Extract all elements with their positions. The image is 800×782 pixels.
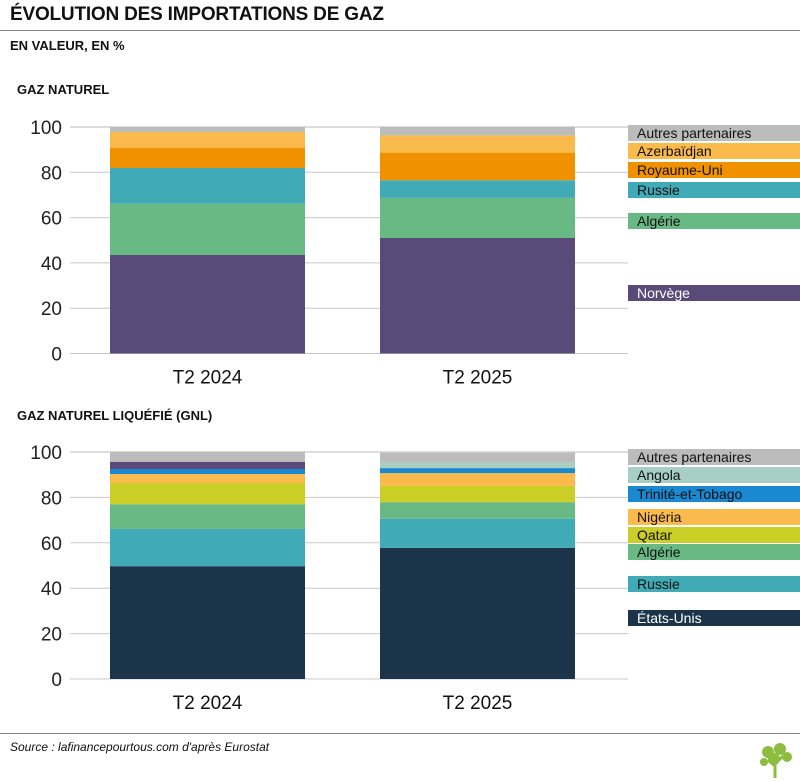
bar-segment-azerbaïdjan	[380, 135, 575, 153]
bar-segment-autres-partenaires	[110, 452, 305, 462]
bar-segment-algérie	[380, 197, 575, 238]
bar-segment-autres-partenaires	[110, 127, 305, 132]
legend-item: Algérie	[628, 544, 800, 560]
x-tick-label: T2 2025	[443, 368, 513, 389]
bar-segment-norvège	[110, 254, 305, 354]
legend-item: Russie	[628, 576, 800, 592]
chart-gaz-naturel: 0 20 40 60 80 100 T2 2024 T2 2025	[30, 118, 628, 389]
y-tick-label: 0	[51, 345, 62, 366]
bar-segment-trinité-et-tobago	[380, 468, 575, 474]
y-tick-label: 40	[41, 579, 62, 600]
y-tick-label: 60	[41, 209, 62, 230]
bar-segment-angola	[380, 462, 575, 469]
y-tick-label: 20	[41, 299, 62, 320]
y-tick-label: 100	[30, 443, 62, 464]
y-tick-label: 40	[41, 254, 62, 275]
source-note: Source : lafinancepourtous.com d'après E…	[10, 740, 270, 754]
divider	[0, 30, 800, 31]
subtitle: EN VALEUR, EN %	[10, 38, 125, 53]
bar-segment-russie	[380, 518, 575, 548]
legend-item: Trinité-et-Tobago	[628, 486, 800, 502]
legend-item: Russie	[628, 182, 800, 198]
y-tick-label: 80	[41, 488, 62, 509]
bar-segment-azerbaïdjan	[110, 131, 305, 148]
tree-logo-icon	[760, 743, 792, 778]
legend-item: Autres partenaires	[628, 125, 800, 141]
bar-segment-algérie	[380, 502, 575, 519]
bar-segment-états-unis	[110, 566, 305, 679]
y-tick-label: 20	[41, 625, 62, 646]
divider	[0, 733, 800, 734]
legend-item: États-Unis	[628, 610, 800, 626]
legend-item: Angola	[628, 467, 800, 483]
bar-segment-royaume-uni	[110, 147, 305, 168]
bar-segment-trinité-et-tobago	[110, 469, 305, 475]
bar-segment-nigéria	[110, 474, 305, 484]
x-tick-label: T2 2025	[443, 693, 513, 714]
bar-segment-qatar	[110, 483, 305, 505]
legend-item: Nigéria	[628, 509, 800, 525]
chart-gnl: 0 20 40 60 80 100 T2 2024 T2 2025	[30, 443, 628, 714]
page-title: ÉVOLUTION DES IMPORTATIONS DE GAZ	[10, 4, 384, 25]
bar-segment-royaume-uni	[380, 152, 575, 181]
legend-item: Norvège	[628, 285, 800, 301]
legend-item: Autres partenaires	[628, 449, 800, 465]
y-tick-label: 60	[41, 534, 62, 555]
bar-segment-nigéria	[380, 473, 575, 486]
bar-segment-qatar	[380, 485, 575, 503]
bar-segment-autres-partenaires	[380, 452, 575, 463]
legend-item: Royaume-Uni	[628, 162, 800, 178]
bar-segment-russie	[380, 180, 575, 198]
bar-segment-russie	[110, 167, 305, 204]
bar-segment-other	[110, 461, 305, 470]
legend-item: Azerbaïdjan	[628, 143, 800, 159]
bar-segment-autres-partenaires	[380, 127, 575, 136]
legend-item: Algérie	[628, 213, 800, 229]
y-tick-label: 80	[41, 163, 62, 184]
bar-segment-norvège	[380, 237, 575, 354]
y-tick-label: 100	[30, 118, 62, 139]
x-tick-label: T2 2024	[173, 693, 243, 714]
chart-title-gnl: GAZ NATUREL LIQUÉFIÉ (GNL)	[17, 408, 213, 423]
x-tick-label: T2 2024	[173, 368, 243, 389]
bar-segment-russie	[110, 528, 305, 567]
bar-segment-états-unis	[380, 547, 575, 679]
y-tick-label: 0	[51, 670, 62, 691]
bar-segment-algérie	[110, 203, 305, 255]
bar-segment-algérie	[110, 504, 305, 529]
legend-item: Qatar	[628, 527, 800, 543]
chart-title-gaz-naturel: GAZ NATUREL	[17, 82, 110, 97]
